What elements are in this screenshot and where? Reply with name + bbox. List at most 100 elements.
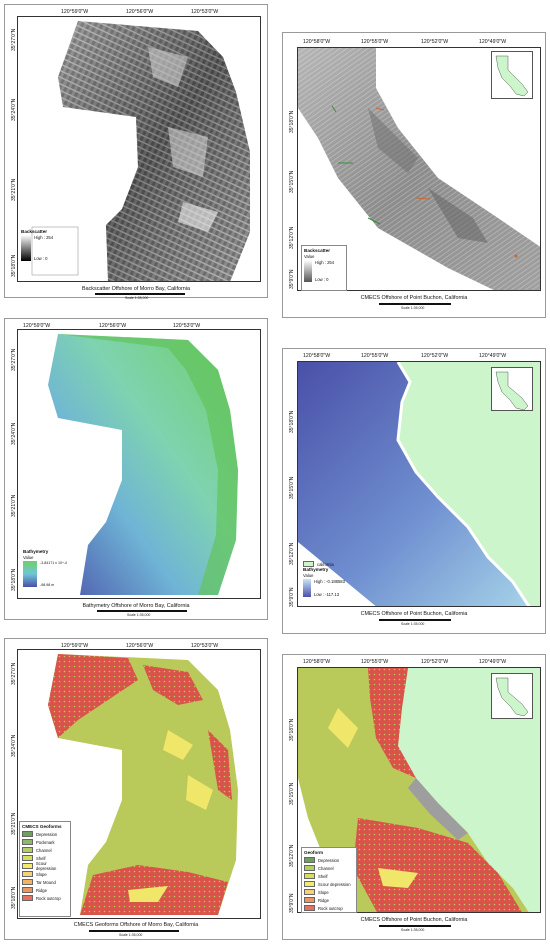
legend-item: Pockmark (22, 838, 68, 846)
map-title: CMECS Offshore of Point Buchon, Californ… (360, 611, 468, 617)
legend-swatch (304, 905, 315, 911)
x-tick: 120°59'0"W (23, 323, 51, 329)
x-tick: 120°59'0"W (61, 643, 89, 649)
x-tick: 120°52'0"W (421, 39, 449, 45)
x-tick: 120°56'0"W (126, 643, 154, 649)
legend-low: Low : 0 (34, 256, 48, 261)
scale-text: Scale 1:35,000 (401, 622, 425, 626)
scale-bar: Scale 1:35,000 (89, 930, 179, 938)
x-tick: 120°58'0"W (303, 39, 331, 45)
legend: Bathymetry Value -3.84171 x 10^-4 -98.98… (21, 547, 69, 597)
legend-item-label: Slope (36, 871, 47, 877)
x-tick: 120°53'0"W (191, 9, 219, 15)
legend-swatch (304, 889, 315, 895)
x-tick: 120°58'0"W (303, 353, 331, 359)
legend-subtitle: Value (23, 555, 34, 560)
legend-item-label: Ridge (36, 887, 47, 893)
legend-item-label: Scour depression (318, 881, 351, 887)
california-inset-icon (495, 371, 529, 411)
legend-item: Slope (304, 888, 354, 896)
scale-bar: Scale 1:35,000 (97, 610, 187, 618)
legend-swatch (22, 847, 33, 853)
legend-gradient (21, 235, 31, 261)
legend-item: Ridge (22, 886, 68, 894)
legend: california Bathymetry Value High : -0.18… (301, 559, 359, 609)
x-tick: 120°58'0"W (303, 659, 331, 665)
legend-swatch-land (303, 561, 314, 567)
legend-item-label: Channel (36, 847, 52, 853)
legend-item: Channel (304, 864, 354, 872)
legend-item: Ridge (304, 896, 354, 904)
legend-gradient (304, 260, 312, 282)
legend-subtitle: Value (304, 254, 315, 259)
panel-backscatter-point-buchon: 120°58'0"W 120°55'0"W 120°52'0"W 120°49'… (282, 32, 546, 318)
legend-land-label: california (317, 561, 334, 567)
panel-bathymetry-morro-bay: 120°59'0"W 120°56'0"W 120°53'0"W 35°27'0… (4, 318, 268, 620)
x-tick: 120°55'0"W (361, 353, 389, 359)
california-inset-icon (495, 677, 529, 717)
legend-item: Shelf (304, 872, 354, 880)
backscatter-map (298, 48, 540, 290)
legend-item: Rock outcrop (304, 904, 354, 912)
legend-item-label: Pockmark (36, 839, 55, 845)
legend-high: -3.84171 x 10^-4 (40, 561, 67, 565)
geoforms-map (48, 654, 238, 915)
legend-item: Tar Mound (22, 878, 68, 886)
legend-item-label: Shelf (318, 873, 328, 879)
scale-bar: Scale 1:35,000 (379, 619, 451, 627)
x-tick: 120°53'0"W (173, 323, 201, 329)
legend-item: Rock outcrop (22, 894, 68, 902)
legend-swatch (22, 871, 33, 877)
legend-swatch (22, 855, 33, 861)
y-tick: 35°18'0"N (289, 110, 295, 133)
legend-title: Bathymetry (303, 567, 329, 572)
legend-title: CMECS Geoforms (22, 824, 62, 829)
map-title: CMECS Offshore of Point Buchon, Californ… (360, 295, 468, 301)
legend-swatch (304, 857, 315, 863)
scale-bar: Scale 1:35,000 (379, 303, 451, 311)
scale-text: Scale 1:35,000 (127, 613, 151, 617)
legend-swatch (22, 839, 33, 845)
backscatter-map (31, 21, 250, 281)
panel-geoforms-point-buchon: 120°58'0"W 120°55'0"W 120°52'0"W 120°49'… (282, 654, 546, 940)
legend-gradient (303, 579, 311, 597)
legend-low: -98.98 m (40, 583, 55, 587)
legend: Backscatter Value High : 254 Low : 0 (301, 245, 347, 291)
panel-bathymetry-point-buchon: 120°58'0"W 120°55'0"W 120°52'0"W 120°49'… (282, 348, 546, 634)
y-tick: 35°15'0"N (289, 476, 295, 499)
scale-bar: Scale 1:35,000 (95, 293, 185, 301)
legend-item: Scour depression (22, 861, 68, 871)
legend-item-label: Rock outcrop (36, 895, 61, 901)
legend-swatch (22, 879, 33, 885)
legend-title: Bathymetry (23, 549, 49, 554)
x-tick: 120°49'0"W (479, 39, 507, 45)
legend-item-label: Ridge (318, 897, 329, 903)
legend-gradient (23, 561, 37, 587)
legend-title: Geoform (304, 850, 324, 855)
legend-high: High : -0.188583 (314, 579, 345, 584)
legend: Geoform Depression Channel Shelf Scour depr… (301, 847, 357, 913)
legend-swatch (304, 881, 315, 887)
x-tick: 120°49'0"W (479, 659, 507, 665)
x-tick: 120°49'0"W (479, 353, 507, 359)
legend-swatch (22, 895, 33, 901)
x-tick: 120°53'0"W (191, 643, 219, 649)
legend-high: High : 254 (34, 235, 54, 240)
map-frame (17, 329, 261, 599)
map-frame (17, 16, 261, 282)
legend-title: Backscatter (21, 229, 48, 234)
legend: CMECS Geoforms Depression Pockmark Channel… (19, 821, 71, 917)
bathymetry-map (48, 334, 238, 595)
legend-title: Backscatter (304, 248, 331, 253)
x-tick: 120°52'0"W (421, 353, 449, 359)
legend-low: Low : -117.13 (314, 592, 340, 597)
y-tick: 35°12'0"N (289, 844, 295, 867)
map-frame (297, 47, 541, 291)
legend-item-label: Channel (318, 865, 334, 871)
map-frame (17, 649, 261, 919)
california-inset-map (491, 51, 533, 99)
legend-item-label: Depression (36, 831, 58, 837)
legend-item: Slope (22, 870, 68, 878)
map-title: Backscatter Offshore of Morro Bay, Calif… (82, 286, 190, 292)
y-tick: 35°12'0"N (289, 226, 295, 249)
